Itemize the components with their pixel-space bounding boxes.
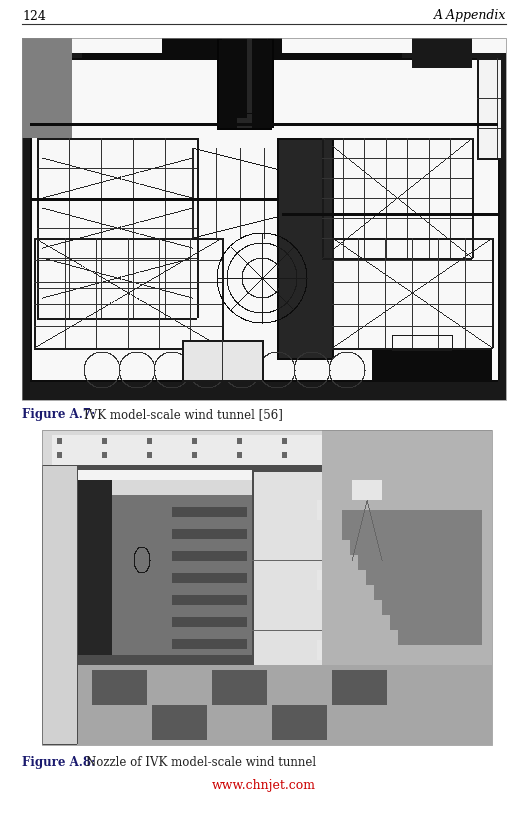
Text: www.chnjet.com: www.chnjet.com bbox=[212, 779, 316, 792]
Text: Nozzle of IVK model-scale wind tunnel: Nozzle of IVK model-scale wind tunnel bbox=[86, 756, 316, 769]
Text: A Appendix: A Appendix bbox=[433, 10, 506, 23]
Bar bbox=[22, 38, 506, 400]
Text: Figure A.7:: Figure A.7: bbox=[22, 408, 96, 421]
Text: Figure A.8:: Figure A.8: bbox=[22, 756, 96, 769]
Bar bbox=[42, 430, 492, 745]
Text: IVK model-scale wind tunnel [56]: IVK model-scale wind tunnel [56] bbox=[84, 408, 283, 421]
Text: 124: 124 bbox=[22, 10, 46, 23]
